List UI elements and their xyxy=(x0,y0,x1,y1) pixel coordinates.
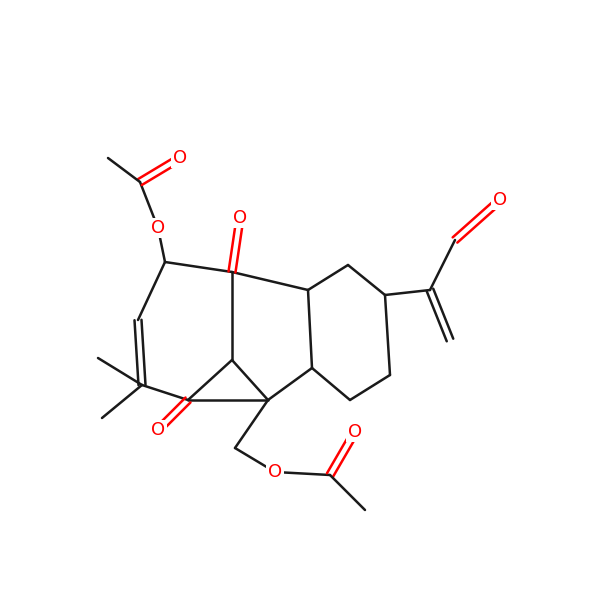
Text: O: O xyxy=(348,423,362,441)
Text: O: O xyxy=(233,209,247,227)
Text: O: O xyxy=(151,219,165,237)
Text: O: O xyxy=(493,191,507,209)
Text: O: O xyxy=(173,149,187,167)
Text: O: O xyxy=(268,463,282,481)
Text: O: O xyxy=(151,421,165,439)
